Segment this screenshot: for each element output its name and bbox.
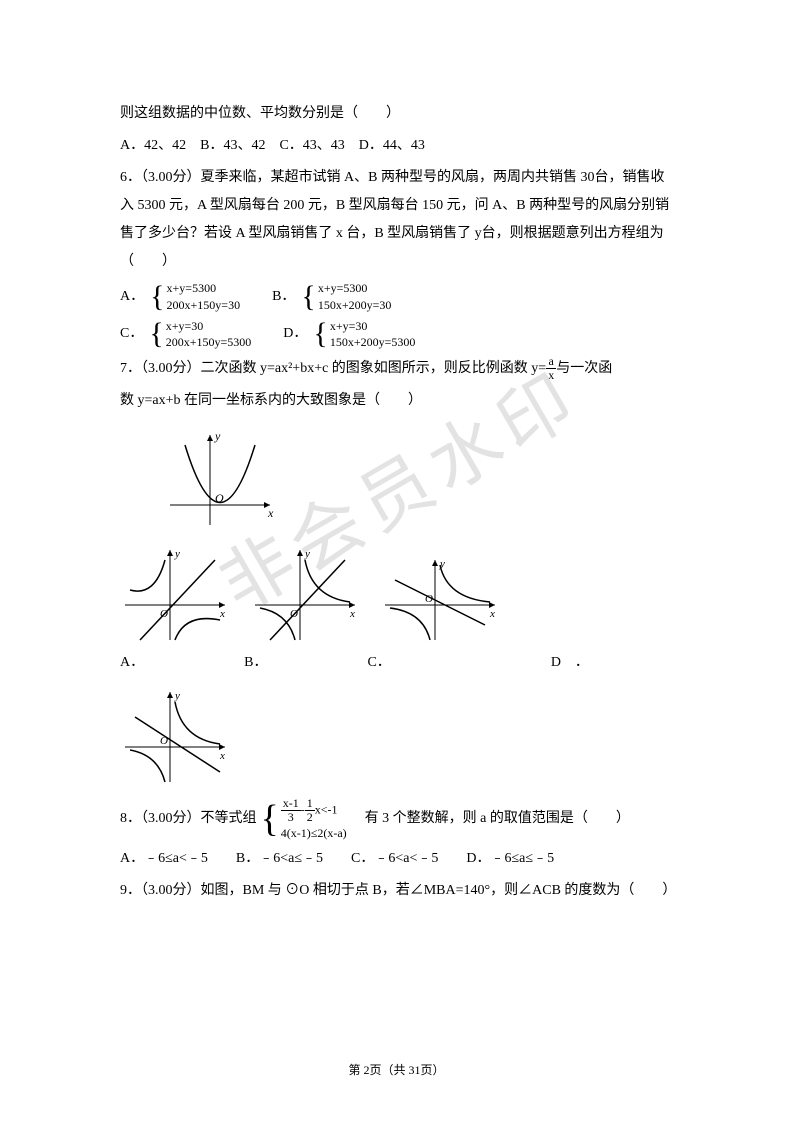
text-part: 有 3 个整数解，则 a 的取值范围是（ ） bbox=[351, 805, 630, 833]
q6-option-d: D． { x+y=30 150x+200y=5300 bbox=[283, 318, 415, 352]
option-label: A． bbox=[120, 283, 144, 311]
q7-graph-a: y x O bbox=[120, 545, 230, 645]
equation: 200x+150y=5300 bbox=[166, 334, 252, 351]
total-pages: 31 bbox=[409, 1063, 421, 1077]
option-label: C． bbox=[120, 320, 143, 348]
svg-text:O: O bbox=[215, 491, 224, 505]
parabola-graph: y x O bbox=[160, 425, 280, 535]
q7-options-graphs: y x O y x O bbox=[120, 545, 673, 645]
text-part: 7．（3.00分）二次函数 y=ax²+bx+c 的图象如图所示，则反比例函数 … bbox=[120, 361, 546, 376]
svg-text:y: y bbox=[304, 548, 310, 560]
brace-icon: { bbox=[313, 319, 327, 349]
option-label-a: A． bbox=[120, 649, 144, 677]
svg-text:y: y bbox=[439, 558, 445, 570]
q6-option-b: B． { x+y=5300 150x+200y=30 bbox=[272, 280, 391, 314]
svg-text:O: O bbox=[290, 608, 298, 620]
q6-options-row1: A． { x+y=5300 200x+150y=30 B． { x+y=5300… bbox=[120, 280, 673, 314]
hyperbola-graph-d: y x O bbox=[120, 687, 230, 787]
page-content: 则这组数据的中位数、平均数分别是（ ） A．42、42 B．43、42 C．43… bbox=[120, 100, 673, 905]
brace-icon: { bbox=[149, 319, 163, 349]
equation: x+y=5300 bbox=[318, 280, 392, 297]
q6-option-a: A． { x+y=5300 200x+150y=30 bbox=[120, 280, 240, 314]
equation: 200x+150y=30 bbox=[167, 297, 241, 314]
equation: 150x+200y=5300 bbox=[330, 334, 416, 351]
brace-icon: { bbox=[150, 282, 164, 312]
option-label: D． bbox=[283, 320, 307, 348]
option-label: B． bbox=[272, 283, 295, 311]
option-label-d: D ． bbox=[551, 649, 589, 677]
equation: 4(x-1)≤2(x-a) bbox=[281, 825, 347, 842]
footer-text: 页（共 bbox=[369, 1063, 408, 1077]
brace-icon: { bbox=[261, 800, 279, 838]
q9-text: 9．（3.00分）如图，BM 与 ⊙O 相切于点 B，若∠MBA=140°，则∠… bbox=[120, 877, 673, 905]
q7-graph-c: y x O bbox=[380, 555, 500, 645]
q5-continuation: 则这组数据的中位数、平均数分别是（ ） bbox=[120, 100, 673, 128]
svg-text:x: x bbox=[489, 608, 495, 620]
q7-graph-b: y x O bbox=[250, 545, 360, 645]
q7-labels-row: A． B． C． D ． bbox=[120, 647, 673, 677]
text-part: 8．（3.00分）不等式组 bbox=[120, 805, 257, 833]
svg-text:x: x bbox=[267, 506, 274, 520]
hyperbola-graph-c: y x O bbox=[380, 555, 500, 645]
q7-text: 7．（3.00分）二次函数 y=ax²+bx+c 的图象如图所示，则反比例函数 … bbox=[120, 355, 673, 383]
svg-text:O: O bbox=[160, 735, 168, 747]
equation: x+y=30 bbox=[330, 318, 416, 335]
svg-text:y: y bbox=[174, 690, 180, 702]
svg-text:x: x bbox=[219, 608, 225, 620]
denominator: x bbox=[546, 369, 556, 382]
q7-text-line2: 数 y=ax+b 在同一坐标系内的大致图象是（ ） bbox=[120, 387, 673, 415]
option-label-c: C． bbox=[367, 649, 390, 677]
q5-options: A．42、42 B．43、42 C．43、43 D．44、43 bbox=[120, 132, 673, 160]
svg-text:y: y bbox=[174, 548, 180, 560]
svg-text:O: O bbox=[160, 608, 168, 620]
q6-text: 6．（3.00分）夏季来临，某超市试销 A、B 两种型号的风扇，两周内共销售 3… bbox=[120, 164, 673, 276]
page-footer: 第 2页（共 31页） bbox=[0, 1058, 793, 1082]
text-part: 与一次函 bbox=[556, 361, 612, 376]
fraction: ax bbox=[546, 355, 556, 382]
numerator: a bbox=[546, 355, 556, 369]
q8-options: A．﹣6≤a<﹣5 B．﹣6<a≤﹣5 C．﹣6<a<﹣5 D．﹣6≤a≤﹣5 bbox=[120, 845, 673, 873]
footer-text: 页） bbox=[421, 1063, 445, 1077]
q7-graph-d: y x O bbox=[120, 687, 673, 787]
equation: x+y=30 bbox=[166, 318, 252, 335]
q8-text: 8．（3.00分）不等式组 { x-13-12x<-1 4(x-1)≤2(x-a… bbox=[120, 797, 673, 841]
brace-icon: { bbox=[301, 282, 315, 312]
hyperbola-graph-b: y x O bbox=[250, 545, 360, 645]
q7-main-graph: y x O bbox=[160, 425, 673, 535]
svg-text:O: O bbox=[425, 593, 433, 605]
svg-text:y: y bbox=[214, 429, 221, 443]
q6-option-c: C． { x+y=30 200x+150y=5300 bbox=[120, 318, 251, 352]
option-label-b: B． bbox=[244, 649, 267, 677]
q6-options-row2: C． { x+y=30 200x+150y=5300 D． { x+y=30 1… bbox=[120, 318, 673, 352]
footer-text: 第 bbox=[348, 1063, 363, 1077]
equation: 150x+200y=30 bbox=[318, 297, 392, 314]
svg-text:x: x bbox=[219, 750, 225, 762]
equation: x-13-12x<-1 bbox=[281, 797, 347, 824]
equation: x+y=5300 bbox=[167, 280, 241, 297]
hyperbola-graph-a: y x O bbox=[120, 545, 230, 645]
svg-text:x: x bbox=[349, 608, 355, 620]
